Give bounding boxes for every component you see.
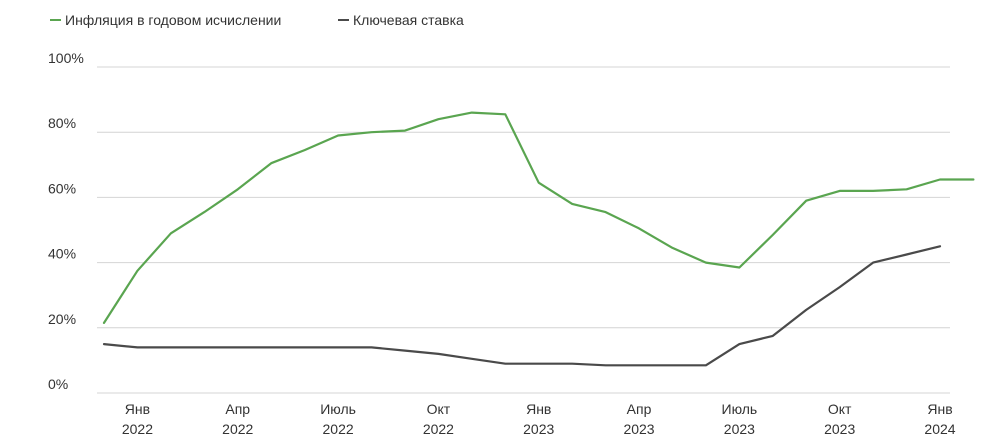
x-tick-label-7-month: Окт <box>828 401 852 417</box>
x-tick-label-2-year: 2022 <box>323 421 354 437</box>
x-tick-label-5-month: Апр <box>627 401 652 417</box>
x-tick-label-2-month: Июль <box>320 401 356 417</box>
x-tick-label-0-month: Янв <box>125 401 150 417</box>
x-axis: Янв 2022 Апр 2022 Июль 2022 Окт 2022 Янв 2023 Апр 2… <box>122 401 956 437</box>
x-tick-label-6-year: 2023 <box>724 421 755 437</box>
x-tick-label-4-month: Янв <box>526 401 551 417</box>
series-layer <box>102 111 975 367</box>
x-tick-label-8-month: Янв <box>927 401 952 417</box>
x-tick-label-3-month: Окт <box>427 401 451 417</box>
y-tick-label-0: 0% <box>48 376 68 392</box>
x-tick-label-1-month: Апр <box>225 401 250 417</box>
x-tick-label-1-year: 2022 <box>222 421 253 437</box>
x-tick-label-0-year: 2022 <box>122 421 153 437</box>
y-axis: 0% 20% 40% 60% 80% 100% <box>48 50 84 392</box>
y-tick-label-80: 80% <box>48 115 76 131</box>
x-tick-label-7-year: 2023 <box>824 421 855 437</box>
series-line-inflation <box>102 111 975 324</box>
y-tick-label-60: 60% <box>48 180 76 196</box>
x-tick-label-3-year: 2022 <box>423 421 454 437</box>
y-tick-label-100: 100% <box>48 50 84 66</box>
y-tick-label-40: 40% <box>48 246 76 262</box>
legend: Инфляция в годовом исчислении Ключевая с… <box>50 12 464 28</box>
x-tick-label-8-year: 2024 <box>924 421 955 437</box>
series-line-key-rate <box>102 245 942 367</box>
grid <box>97 66 950 394</box>
x-tick-label-6-month: Июль <box>722 401 758 417</box>
x-tick-label-4-year: 2023 <box>523 421 554 437</box>
x-tick-label-5-year: 2023 <box>623 421 654 437</box>
legend-label-key-rate: Ключевая ставка <box>353 12 464 28</box>
legend-label-inflation: Инфляция в годовом исчислении <box>65 12 281 28</box>
y-tick-label-20: 20% <box>48 311 76 327</box>
